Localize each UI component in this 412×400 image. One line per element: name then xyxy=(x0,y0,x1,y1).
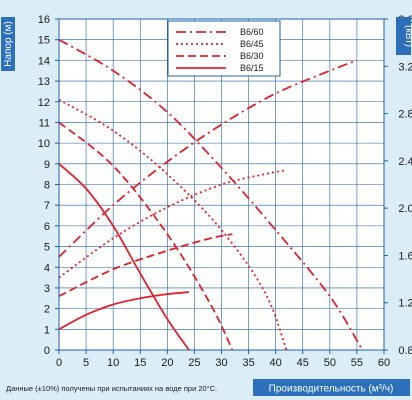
grid xyxy=(59,19,384,350)
x-tick-label: 40 xyxy=(270,357,282,369)
y-tick-label: 10 xyxy=(38,138,50,150)
legend-box xyxy=(167,20,281,77)
y-tick-label: 13 xyxy=(38,76,50,88)
x-tick-label: 0 xyxy=(56,357,62,369)
x-tick-label: 25 xyxy=(188,357,200,369)
legend-items: B6/60 B6/45 B6/30 B6/15 xyxy=(176,27,264,73)
head-curve-b6-30 xyxy=(58,121,234,351)
legend-label-b6-60: B6/60 xyxy=(240,27,264,37)
y-tick-label: 15 xyxy=(38,35,50,47)
power-curve-b6-30 xyxy=(58,233,233,298)
y-tick-label: 16 xyxy=(38,14,50,26)
y2-tick-label: 1.2 xyxy=(398,298,412,310)
y-tick-label: 14 xyxy=(38,55,50,67)
x-tick-label: 10 xyxy=(107,357,119,369)
y-tick-label: 2 xyxy=(44,304,50,316)
y2-tick-label: 0.8 xyxy=(398,345,412,357)
y2-tick-label: 2.4 xyxy=(398,156,412,168)
y-tick-label: 8 xyxy=(44,180,50,192)
y-axis-title-text: Напор (м) xyxy=(3,21,14,67)
head-curve-b6-60 xyxy=(58,38,364,351)
y2-tick-label: 2.8 xyxy=(398,109,412,121)
legend-label-b6-30: B6/30 xyxy=(240,51,264,61)
x-tick-label: 35 xyxy=(242,357,254,369)
x-tick-label: 50 xyxy=(324,357,336,369)
x-tick-label: 55 xyxy=(351,357,363,369)
y-tick-label: 5 xyxy=(44,242,50,254)
x-axis-title-text: Производительность (м³/ч) xyxy=(269,384,394,395)
x-tick-label: 30 xyxy=(215,357,227,369)
y2-tick-label: 1.6 xyxy=(398,250,412,262)
head-curve-b6-45 xyxy=(58,98,288,351)
x-axis-title: Производительность (м³/ч) xyxy=(253,379,410,396)
power-curve-b6-60 xyxy=(58,59,358,258)
x-tick-label: 15 xyxy=(134,357,146,369)
x-tick-label: 20 xyxy=(161,357,173,369)
y2-axis-title-bg xyxy=(396,17,411,55)
y2-axis-title-text: (кВт) xyxy=(403,25,412,47)
legend-label-b6-45: B6/45 xyxy=(240,39,264,49)
y-tick-label: 9 xyxy=(44,159,50,171)
power-curve-b6-15 xyxy=(58,291,190,331)
power-curve-b6-45 xyxy=(58,169,287,279)
legend-label-b6-15: B6/15 xyxy=(240,63,264,73)
y2-tick-label: 3.2 xyxy=(398,61,412,73)
y-tick-label: 12 xyxy=(38,97,50,109)
legend: B6/60 B6/45 B6/30 B6/15 xyxy=(167,20,281,77)
x-tick-label: 5 xyxy=(83,357,89,369)
y-tick-label: 3 xyxy=(44,283,50,295)
head-curve-b6-15 xyxy=(58,163,190,351)
y-tick-label: 6 xyxy=(44,221,50,233)
x-axis-ticks: 0 5 10 15 20 25 30 35 40 45 50 55 60 xyxy=(56,350,390,369)
y2-axis-title: (кВт) xyxy=(396,17,412,55)
series-layer xyxy=(58,38,364,351)
y-axis-title: Напор (м) xyxy=(1,17,15,71)
y-axis-title-bg xyxy=(1,17,15,71)
y-tick-label: 11 xyxy=(39,117,50,129)
y-tick-label: 4 xyxy=(44,262,50,274)
y2-tick-label: 2.0 xyxy=(398,203,412,215)
footnote: Данные (±10%) получены при испытаниях на… xyxy=(6,384,217,393)
y-tick-label: 1 xyxy=(44,324,50,336)
y2-axis-ticks: 0.81.21.62.02.42.83.23.6 xyxy=(384,14,412,357)
x-tick-label: 60 xyxy=(378,357,390,369)
y-tick-label: 7 xyxy=(44,200,50,212)
y-tick-label: 0 xyxy=(44,345,50,357)
x-tick-label: 45 xyxy=(297,357,309,369)
x-axis-title-bg xyxy=(253,379,410,396)
